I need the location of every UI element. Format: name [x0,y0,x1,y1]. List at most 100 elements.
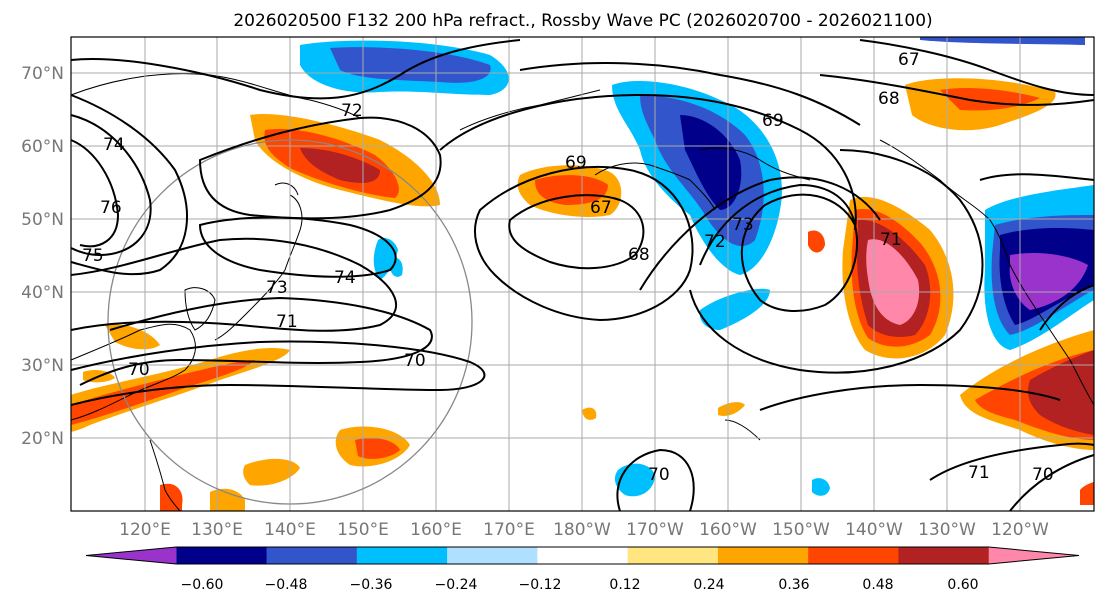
colorbar-tick: 0.12 [609,577,640,593]
contour-label: 73 [732,215,754,235]
colorbar-segment [717,547,809,564]
coast-siberia [70,73,361,119]
lat-label: 70°N [21,64,64,84]
navy-region-alaska [680,115,742,210]
colorbar-segment [176,547,268,564]
contour-71-label [929,442,1095,481]
contour-label: 70 [128,360,150,380]
colorbar-tick: −0.60 [181,577,224,593]
colorbar-segment [356,547,448,564]
lat-label: 60°N [21,137,64,157]
lon-label: 170°E [483,520,535,540]
contour-label: 68 [878,89,900,109]
lon-label: 160°E [410,520,462,540]
coast-british-columbia [879,139,1011,266]
darkred-region-mexico [1028,350,1094,435]
colorbar-segment [898,547,990,564]
contour-label: 69 [762,111,784,131]
lat-label: 30°N [21,356,64,376]
contour-label: 67 [898,50,920,70]
colorbar-segment [266,547,358,564]
contour-label: 73 [266,278,288,298]
blue-blob-2 [812,478,830,496]
pink-region-gulf [866,239,920,325]
orange-blob-central [582,407,597,420]
contour-70-pacific [616,448,695,512]
lon-label: 180°W [553,520,611,540]
orange-blob-pacific-2 [243,458,300,486]
contour-72-north [198,116,442,220]
map-frame [70,36,1095,512]
latitude-labels: 70°N 60°N 50°N 40°N 30°N 20°N [21,64,64,449]
contour-label: 67 [590,198,612,218]
contour-68-north [819,74,1095,106]
colorbar-segment [537,547,629,564]
orange-blob-pacific-3 [210,488,245,511]
contour-74 [70,94,188,276]
coast-aleutians [594,162,716,211]
contour-inner [70,139,120,248]
lat-label: 40°N [21,283,64,303]
colorbar [85,546,1080,565]
red-band-china [71,360,255,425]
contour-label-group: 67 68 69 72 74 76 75 73 74 71 70 69 67 6… [82,50,1054,485]
lon-label: 150°W [772,520,830,540]
colorbar-extend-high [988,547,1079,564]
contour-label: 69 [565,153,587,173]
contour-70-se [1009,454,1095,512]
blue-region-siberia-inner [330,47,491,83]
coastlines [70,73,1095,512]
contour-76 [70,114,152,257]
longitude-labels: 120°E 130°E 140°E 150°E 160°E 170°E 180°… [119,520,1049,540]
colorbar-segment [808,547,899,564]
orange-blob-hawaii [718,402,745,416]
contour-label: 71 [968,463,990,483]
blue-blob-japan-2 [389,257,403,277]
colorbar-tick: −0.48 [265,577,308,593]
contour-72-arc [639,176,881,291]
colorbar-tick: 0.60 [947,577,978,593]
figure-title: 2026020500 F132 200 hPa refract., Rossby… [233,11,932,31]
contour-ring-gulf [740,193,858,312]
map-panel: 67 68 69 72 74 76 75 73 74 71 70 69 67 6… [70,36,1095,512]
contour-label: 70 [648,465,670,485]
lon-label: 130°W [918,520,976,540]
colorbar-segment [627,547,719,564]
coast-philippines [149,439,181,512]
colorbar-tick: 0.48 [862,577,893,593]
red-blob-gulf [808,230,825,253]
contour-label: 72 [341,101,363,121]
coast-japan [214,194,303,341]
contour-68 [474,166,694,322]
lat-label: 50°N [21,210,64,230]
lon-label: 150°E [337,520,389,540]
contour-label: 74 [334,268,356,288]
contour-label: 76 [100,198,122,218]
coast-hokkaido [274,182,299,196]
contour-namerica [979,173,1095,181]
red-blob-se [1080,482,1094,505]
contour-67-north [859,39,1095,96]
coast-korea [184,287,216,331]
contour-lines [70,39,1095,512]
contour-label: 71 [276,312,298,332]
contour-label: 74 [103,135,125,155]
contour-label: 72 [704,232,726,252]
colorbar-tick: 0.24 [693,577,724,593]
colorbar-outline [85,546,1080,565]
contour-70-north [519,62,861,126]
contour-69 [439,93,857,231]
purple-region-namerica [1009,253,1088,310]
contour-label: 75 [82,246,104,266]
contour-label: 70 [404,351,426,371]
colorbar-segment [447,547,538,564]
blue-region-subtropic [699,288,770,330]
lat-label: 20°N [21,429,64,449]
lon-label: 170°W [626,520,684,540]
contour-label: 71 [880,230,902,250]
blue-region-arctic [920,37,1085,45]
red-blob-pacific-1 [355,438,400,459]
colorbar-tick: 0.36 [778,577,809,593]
contour-label: 70 [1032,465,1054,485]
